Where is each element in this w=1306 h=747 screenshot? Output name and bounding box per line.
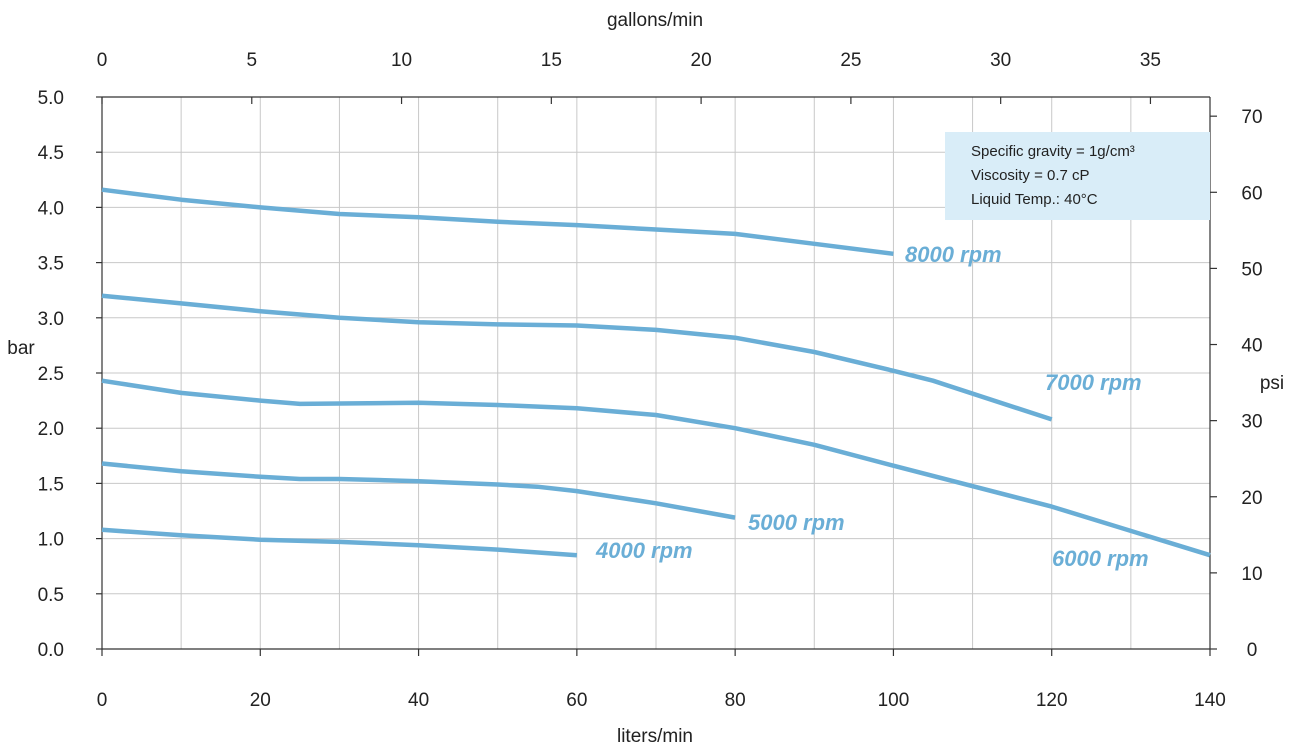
y-left-tick-label: 4.0 [38,198,64,219]
series-line-8000-rpm [101,187,894,257]
y-right-tick-label: 30 [1241,412,1262,433]
y-left-tick-label: 3.0 [38,309,64,330]
x-top-tick-label: 0 [97,50,108,71]
y-right-tick-label: 50 [1241,259,1262,280]
x-top-axis-title: gallons/min [607,10,703,31]
x-top-tick-label: 5 [246,50,257,71]
x-bottom-tick-label: 0 [97,690,108,711]
y-left-tick-label: 0.0 [38,640,64,661]
x-top-tick-label: 20 [691,50,712,71]
series-layer [101,187,1211,558]
x-bottom-tick-label: 120 [1036,690,1068,711]
y-right-axis-title: psi [1260,373,1284,394]
y-left-tick-label: 2.5 [38,364,64,385]
series-line-5000-rpm [101,461,736,520]
series-label-6000-rpm: 6000 rpm [1052,546,1149,571]
note-line-viscosity: Viscosity = 0.7 cP [971,167,1090,184]
x-bottom-tick-label: 100 [878,690,910,711]
series-label-4000-rpm: 4000 rpm [595,538,693,563]
note-line-liquid-temp: Liquid Temp.: 40°C [971,191,1098,208]
conditions-note-box [945,132,1210,220]
series-label-5000-rpm: 5000 rpm [748,510,845,535]
x-top-tick-label: 25 [840,50,861,71]
note-line-specific-gravity: Specific gravity = 1g/cm³ [971,143,1135,160]
x-top-tick-label: 30 [990,50,1011,71]
y-left-tick-label: 3.5 [38,254,64,275]
x-bottom-tick-label: 80 [725,690,746,711]
y-left-tick-label: 1.5 [38,474,64,495]
series-label-8000-rpm: 8000 rpm [905,242,1002,267]
x-bottom-tick-label: 60 [566,690,587,711]
conditions-note: Specific gravity = 1g/cm³ Viscosity = 0.… [945,132,1210,220]
y-left-tick-label: 5.0 [38,88,64,109]
y-right-tick-label: 70 [1241,107,1262,128]
y-left-tick-label: 2.0 [38,419,64,440]
y-left-tick-label: 0.5 [38,585,64,606]
series-label-7000-rpm: 7000 rpm [1045,370,1142,395]
y-right-tick-label: 0 [1247,640,1258,661]
x-top-tick-label: 35 [1140,50,1161,71]
series-line-7000-rpm [101,293,1053,422]
x-bottom-tick-label: 20 [250,690,271,711]
y-left-axis-title: bar [7,338,35,359]
y-right-tick-label: 40 [1241,336,1262,357]
y-right-tick-label: 10 [1241,564,1262,585]
x-top-tick-label: 15 [541,50,562,71]
x-bottom-tick-label: 140 [1194,690,1226,711]
series-line-6000-rpm [101,378,1211,558]
x-top-tick-label: 10 [391,50,412,71]
y-left-tick-label: 4.5 [38,143,64,164]
y-left-tick-label: 1.0 [38,530,64,551]
x-bottom-tick-label: 40 [408,690,429,711]
x-bottom-axis-title: liters/min [617,726,693,747]
series-line-4000-rpm [101,527,578,558]
y-right-tick-label: 60 [1241,183,1262,204]
y-right-tick-label: 20 [1241,488,1262,509]
